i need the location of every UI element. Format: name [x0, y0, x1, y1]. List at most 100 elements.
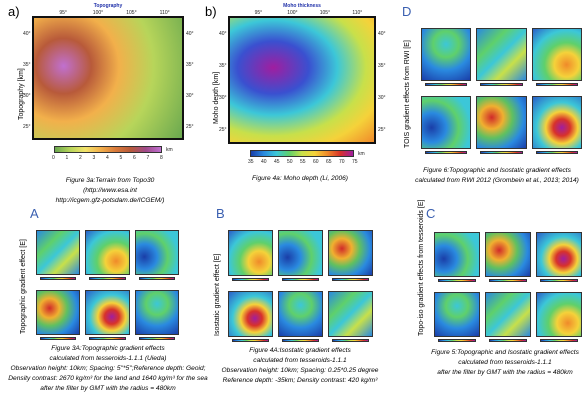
colorbar-unit: km [166, 147, 173, 153]
small-colorbar [282, 339, 319, 342]
lat-label: 35° [23, 62, 31, 68]
colorbar-tick: 8 [160, 155, 163, 161]
y-label: TOIS gradient effects from RWI [E] [404, 40, 411, 148]
y-label: Isostatic gradient effect [E] [214, 254, 221, 336]
colorbar-tick: 40 [261, 159, 267, 165]
small-colorbar [40, 337, 76, 340]
small-map [228, 291, 273, 337]
panel-label: A [30, 206, 39, 221]
colorbar-tick: 7 [147, 155, 150, 161]
lat-label: 35° [219, 63, 227, 69]
small-map [85, 230, 129, 275]
caption-line: calculated from RWI 2012 (Grombein et al… [347, 176, 588, 186]
small-colorbar [540, 339, 578, 342]
small-colorbar [139, 337, 175, 340]
map [228, 16, 376, 144]
small-map [485, 232, 531, 277]
colorbar [54, 146, 162, 153]
colorbar-tick: 5 [120, 155, 123, 161]
colorbar-tick: 1 [66, 155, 69, 161]
colorbar-tick: 2 [79, 155, 82, 161]
lat-label: 25° [23, 124, 31, 130]
small-colorbar [40, 277, 76, 280]
small-colorbar [232, 278, 269, 281]
caption-line: Figure 5:Topographic and Isostatic gradi… [355, 348, 588, 358]
caption-line: calculated from tesseroids-1.1.1 [355, 358, 588, 368]
small-map [135, 230, 179, 275]
lon-label: 105° [126, 10, 136, 16]
panel-label: B [216, 206, 225, 221]
small-map [434, 292, 480, 337]
lat-label: 30° [219, 95, 227, 101]
small-colorbar [89, 277, 125, 280]
small-colorbar [536, 151, 578, 154]
caption-line: after the filter by GMT with the radius … [355, 368, 588, 378]
colorbar [250, 150, 354, 157]
colorbar-tick: 50 [287, 159, 293, 165]
small-map [328, 291, 373, 337]
lat-label: 40° [23, 31, 31, 37]
lon-label: 95° [59, 10, 67, 16]
colorbar-tick: 0 [52, 155, 55, 161]
page: a)Topography95°100°105°110°40°40°35°35°3… [0, 0, 588, 419]
small-colorbar [332, 339, 369, 342]
small-map [434, 232, 480, 277]
colorbar-tick: 3 [93, 155, 96, 161]
caption-line: Figure 6:Topographic and Isostatic gradi… [347, 166, 588, 176]
panel-label: C [426, 206, 435, 221]
colorbar-tick: 75 [352, 159, 358, 165]
lat-label: 25° [219, 127, 227, 133]
colorbar-tick: 60 [313, 159, 319, 165]
lon-label: 95° [255, 10, 263, 16]
small-colorbar [438, 279, 476, 282]
small-map [536, 292, 582, 337]
lat-label: 25° [186, 124, 194, 130]
lon-label: 110° [352, 10, 362, 16]
small-map [532, 96, 582, 149]
colorbar-tick: 4 [106, 155, 109, 161]
colorbar-tick: 45 [274, 159, 280, 165]
caption-line: (http://www.esa.int [0, 186, 260, 196]
small-colorbar [480, 83, 522, 86]
small-map [228, 230, 273, 276]
small-map [278, 291, 323, 337]
small-map [532, 28, 582, 81]
map-title: Topography [32, 3, 184, 9]
y-label: Moho depth [km] [213, 72, 220, 124]
lat-label: 35° [186, 62, 194, 68]
map-title: Moho thickness [228, 3, 376, 9]
small-colorbar [332, 278, 369, 281]
small-colorbar [489, 279, 527, 282]
small-map [85, 290, 129, 335]
lon-label: 100° [93, 10, 103, 16]
small-map [476, 28, 526, 81]
small-colorbar [489, 339, 527, 342]
small-map [135, 290, 179, 335]
colorbar-tick: 6 [133, 155, 136, 161]
y-label: Topography [km] [18, 68, 25, 120]
lon-label: 110° [160, 10, 170, 16]
colorbar-tick: 70 [339, 159, 345, 165]
panel-label: D [402, 4, 411, 19]
colorbar-tick: 65 [326, 159, 332, 165]
lon-label: 100° [287, 10, 297, 16]
map [32, 16, 184, 140]
small-colorbar [232, 339, 269, 342]
small-map [328, 230, 373, 276]
lat-label: 25° [378, 127, 386, 133]
small-map [421, 28, 471, 81]
small-colorbar [139, 277, 175, 280]
small-map [536, 232, 582, 277]
small-map [36, 230, 80, 275]
lat-label: 40° [378, 31, 386, 37]
colorbar-unit: km [358, 151, 365, 157]
y-label: Topo-iso gradient effects from tesseroid… [418, 200, 425, 336]
small-map [36, 290, 80, 335]
caption-line: http://icgem.gfz-potsdam.de/ICGEM/) [0, 196, 260, 206]
lat-label: 30° [378, 95, 386, 101]
small-colorbar [425, 83, 467, 86]
lat-label: 35° [378, 63, 386, 69]
lat-label: 40° [186, 31, 194, 37]
small-map [421, 96, 471, 149]
small-colorbar [540, 279, 578, 282]
